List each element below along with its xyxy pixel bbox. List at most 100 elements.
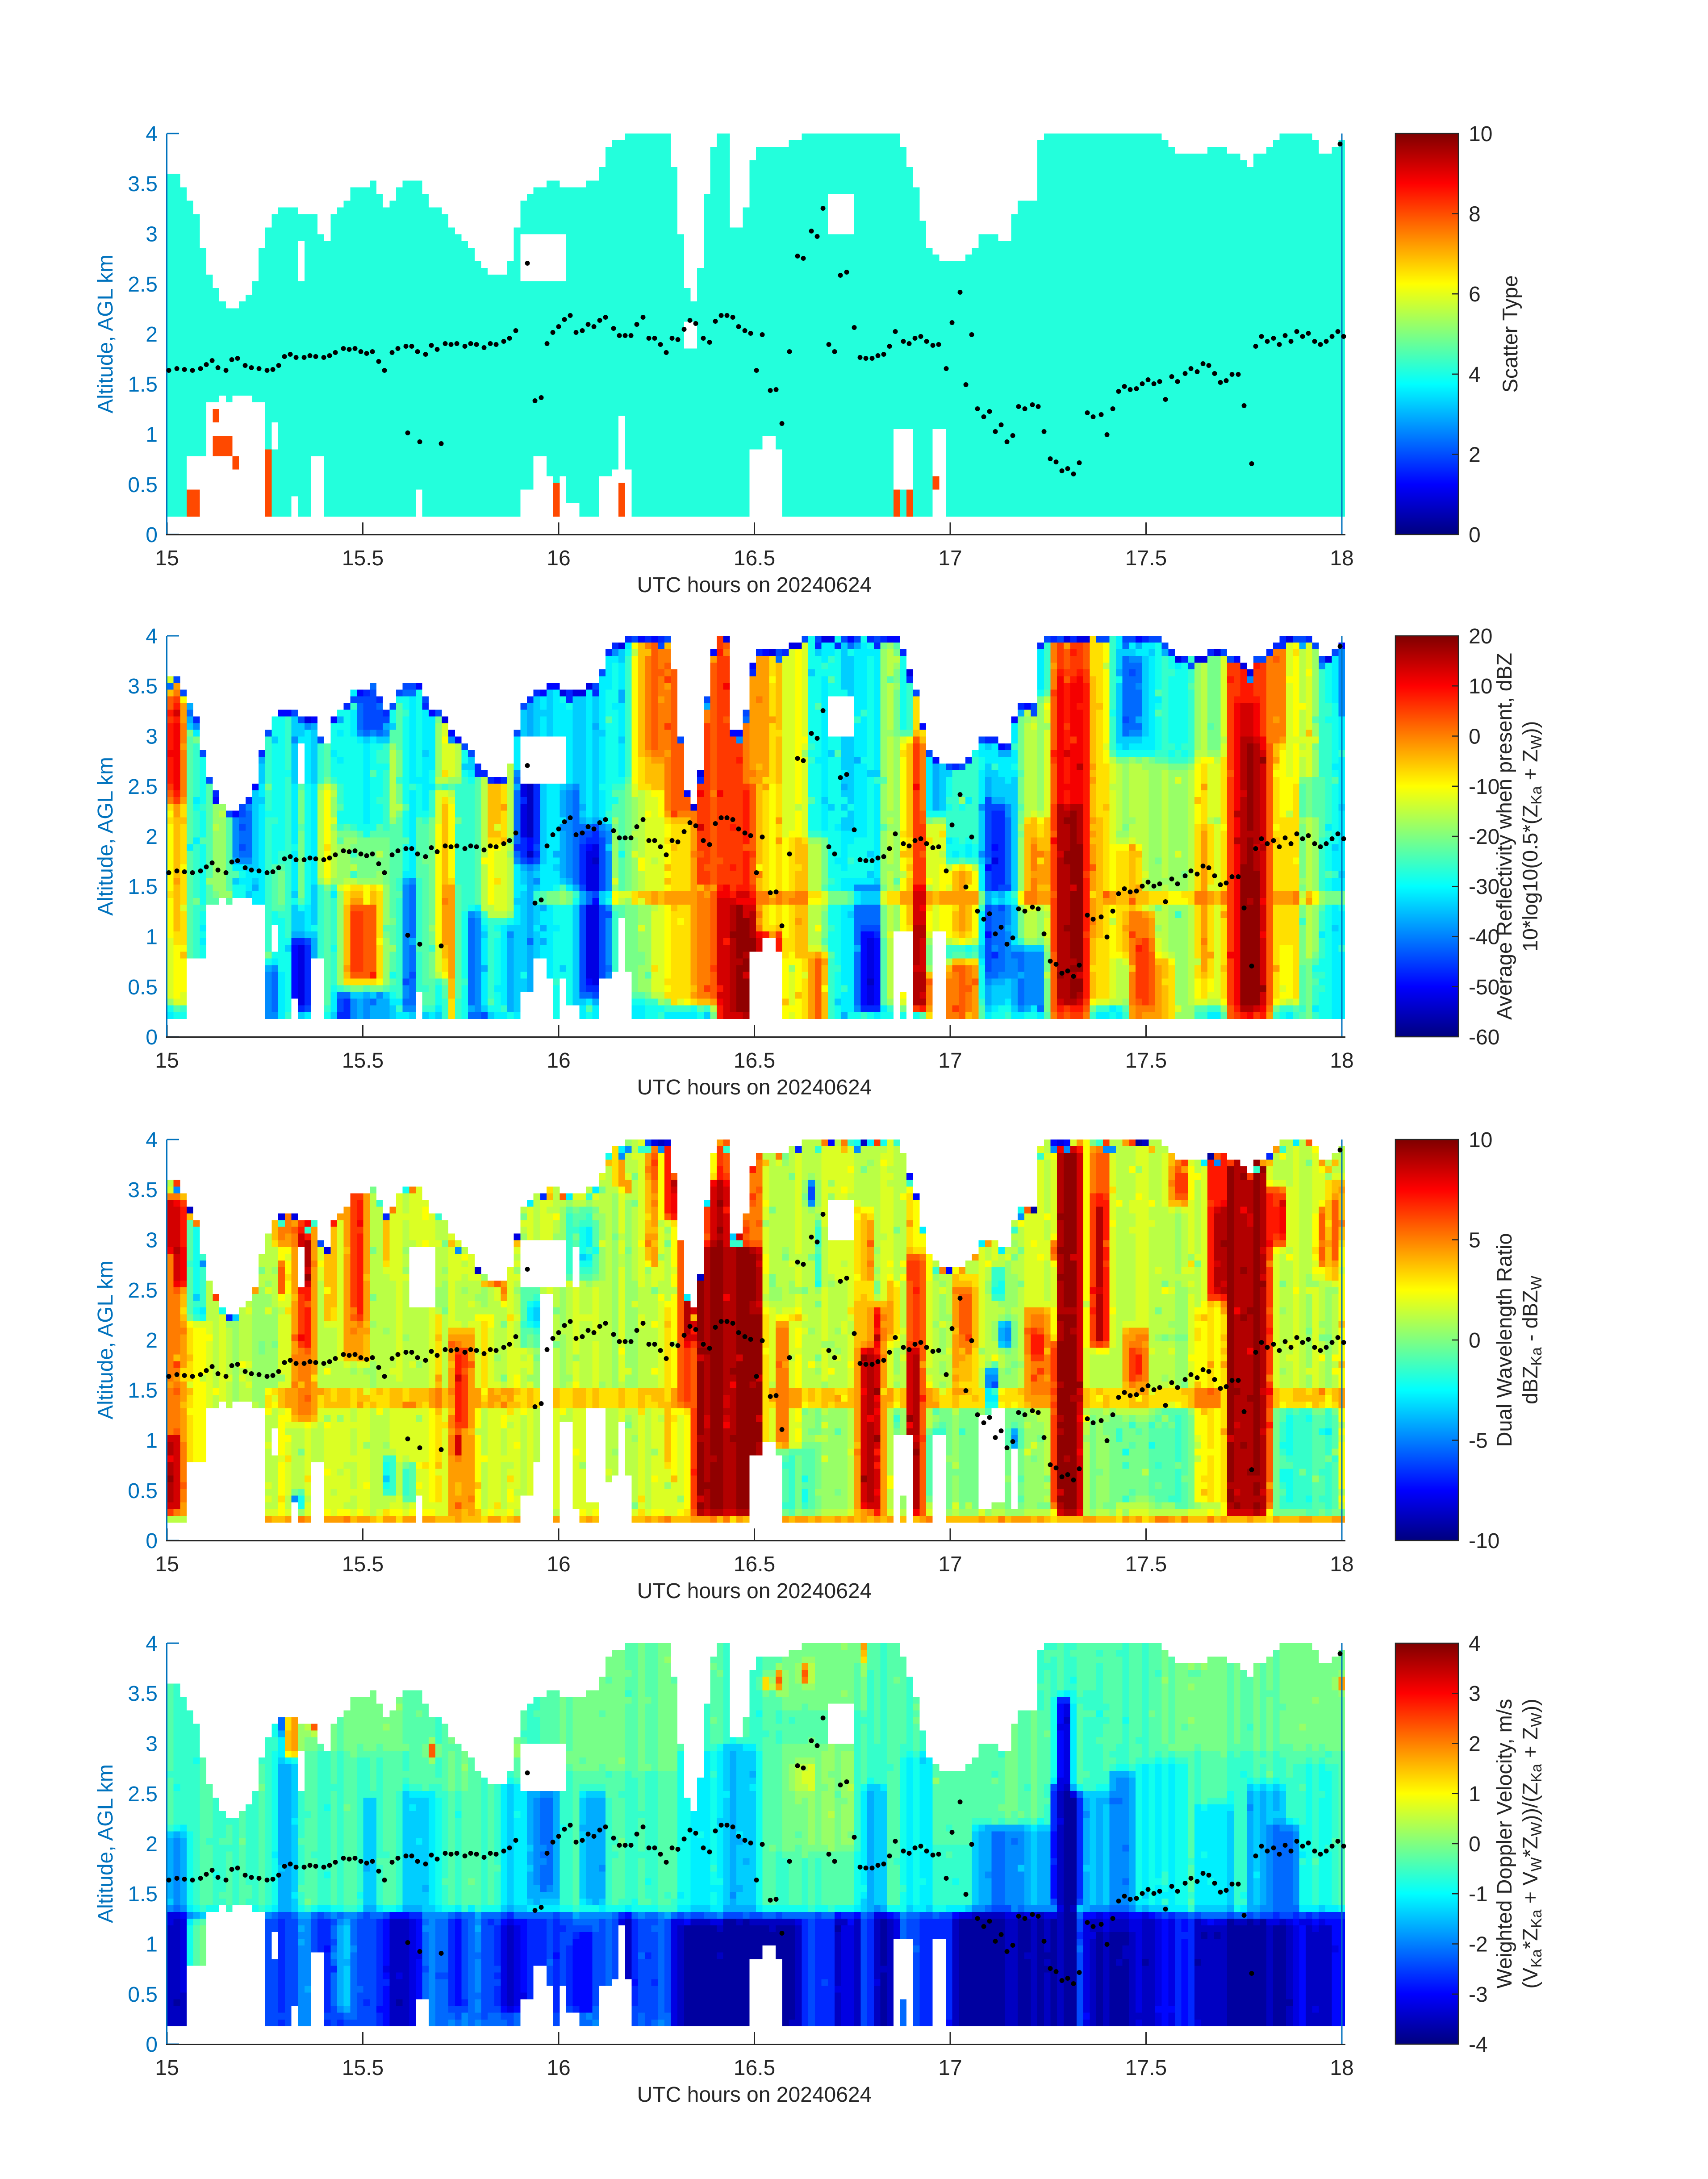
svg-text:Scatter Type: Scatter Type xyxy=(1498,276,1522,393)
svg-text:-30: -30 xyxy=(1469,875,1499,899)
svg-text:UTC hours on 20240624: UTC hours on 20240624 xyxy=(637,1579,872,1603)
svg-text:4: 4 xyxy=(146,122,158,146)
svg-text:0.5: 0.5 xyxy=(128,473,158,497)
svg-text:16.5: 16.5 xyxy=(734,1049,775,1073)
svg-text:2: 2 xyxy=(146,1329,158,1352)
svg-text:0: 0 xyxy=(1469,725,1481,749)
svg-text:3: 3 xyxy=(146,1732,158,1756)
svg-text:15.5: 15.5 xyxy=(342,1553,384,1576)
svg-text:3.5: 3.5 xyxy=(128,675,158,698)
svg-text:5: 5 xyxy=(1469,1229,1481,1252)
svg-text:15.5: 15.5 xyxy=(342,547,384,570)
svg-text:-20: -20 xyxy=(1469,825,1499,849)
svg-text:3.5: 3.5 xyxy=(128,172,158,196)
svg-text:3.5: 3.5 xyxy=(128,1682,158,1706)
svg-text:(VKa​*ZKa​ + VW​*ZW​))/(ZKa​ +: (VKa​*ZKa​ + VW​*ZW​))/(ZKa​ + ZW​)) xyxy=(1518,1699,1545,1988)
svg-text:15: 15 xyxy=(155,1049,179,1073)
svg-text:18: 18 xyxy=(1330,547,1353,570)
svg-text:16: 16 xyxy=(547,1049,570,1073)
svg-text:17.5: 17.5 xyxy=(1125,1049,1167,1073)
svg-text:4: 4 xyxy=(1469,1632,1481,1656)
svg-text:dBZKa​ - dBZW​: dBZKa​ - dBZW​ xyxy=(1518,1276,1545,1404)
svg-text:10: 10 xyxy=(1469,675,1492,698)
svg-text:16.5: 16.5 xyxy=(734,547,775,570)
svg-text:10*log10(0.5*(ZKa​ + ZW​)): 10*log10(0.5*(ZKa​ + ZW​)) xyxy=(1518,721,1545,952)
svg-text:6: 6 xyxy=(1469,283,1481,306)
svg-text:2: 2 xyxy=(1469,1732,1481,1756)
svg-text:0: 0 xyxy=(146,1529,158,1553)
svg-text:3.5: 3.5 xyxy=(128,1178,158,1202)
svg-text:10: 10 xyxy=(1469,122,1492,146)
svg-text:4: 4 xyxy=(146,625,158,648)
svg-text:17.5: 17.5 xyxy=(1125,2056,1167,2080)
svg-text:3: 3 xyxy=(1469,1682,1481,1706)
svg-text:8: 8 xyxy=(1469,203,1481,226)
svg-text:2: 2 xyxy=(146,1833,158,1856)
svg-text:-5: -5 xyxy=(1469,1429,1488,1453)
svg-text:0: 0 xyxy=(146,2033,158,2057)
svg-text:15: 15 xyxy=(155,2056,179,2080)
svg-text:-10: -10 xyxy=(1469,775,1499,799)
svg-text:17: 17 xyxy=(938,1049,962,1073)
svg-text:0.5: 0.5 xyxy=(128,1479,158,1503)
svg-text:0: 0 xyxy=(146,523,158,547)
svg-text:1.5: 1.5 xyxy=(128,373,158,397)
svg-text:16: 16 xyxy=(547,547,570,570)
svg-text:4: 4 xyxy=(146,1632,158,1656)
svg-text:20: 20 xyxy=(1469,625,1492,648)
svg-text:0: 0 xyxy=(1469,1329,1481,1352)
svg-text:1: 1 xyxy=(146,423,158,447)
svg-text:17: 17 xyxy=(938,1553,962,1576)
svg-text:1: 1 xyxy=(146,926,158,949)
svg-text:15: 15 xyxy=(155,547,179,570)
svg-text:Dual Wavelength Ratio: Dual Wavelength Ratio xyxy=(1492,1233,1516,1447)
svg-text:17.5: 17.5 xyxy=(1125,547,1167,570)
svg-text:17.5: 17.5 xyxy=(1125,1553,1167,1576)
svg-text:1: 1 xyxy=(1469,1782,1481,1806)
svg-text:1.5: 1.5 xyxy=(128,1379,158,1403)
svg-text:0: 0 xyxy=(1469,1833,1481,1856)
svg-text:2.5: 2.5 xyxy=(128,1279,158,1302)
svg-text:Altitude, AGL km: Altitude, AGL km xyxy=(94,255,117,413)
svg-text:-60: -60 xyxy=(1469,1026,1499,1049)
svg-text:UTC hours on 20240624: UTC hours on 20240624 xyxy=(637,1076,872,1099)
svg-text:16.5: 16.5 xyxy=(734,2056,775,2080)
svg-text:Altitude, AGL km: Altitude, AGL km xyxy=(94,1261,117,1419)
svg-text:16.5: 16.5 xyxy=(734,1553,775,1576)
svg-text:0.5: 0.5 xyxy=(128,976,158,999)
svg-text:2.5: 2.5 xyxy=(128,775,158,799)
svg-text:-4: -4 xyxy=(1469,2033,1488,2057)
svg-text:1.5: 1.5 xyxy=(128,1883,158,1906)
svg-text:4: 4 xyxy=(146,1128,158,1152)
svg-text:4: 4 xyxy=(1469,363,1481,387)
svg-text:18: 18 xyxy=(1330,1049,1353,1073)
svg-text:10: 10 xyxy=(1469,1128,1492,1152)
svg-text:0: 0 xyxy=(146,1026,158,1049)
svg-text:-40: -40 xyxy=(1469,926,1499,949)
svg-text:2: 2 xyxy=(146,323,158,346)
svg-text:Weighted Doppler Velocity, m/s: Weighted Doppler Velocity, m/s xyxy=(1492,1699,1516,1989)
svg-text:2.5: 2.5 xyxy=(128,273,158,296)
svg-text:16: 16 xyxy=(547,2056,570,2080)
svg-text:1: 1 xyxy=(146,1429,158,1453)
svg-text:-10: -10 xyxy=(1469,1529,1499,1553)
svg-text:2: 2 xyxy=(1469,443,1481,467)
svg-text:-2: -2 xyxy=(1469,1933,1488,1957)
svg-text:16: 16 xyxy=(547,1553,570,1576)
svg-text:17: 17 xyxy=(938,547,962,570)
svg-text:-3: -3 xyxy=(1469,1983,1488,2007)
svg-text:15.5: 15.5 xyxy=(342,1049,384,1073)
svg-text:Altitude, AGL km: Altitude, AGL km xyxy=(94,757,117,916)
svg-text:3: 3 xyxy=(146,223,158,246)
svg-text:2: 2 xyxy=(146,825,158,849)
svg-text:3: 3 xyxy=(146,725,158,749)
svg-text:-50: -50 xyxy=(1469,976,1499,999)
svg-text:18: 18 xyxy=(1330,2056,1353,2080)
svg-text:1.5: 1.5 xyxy=(128,875,158,899)
svg-text:0: 0 xyxy=(1469,523,1481,547)
svg-text:Altitude, AGL km: Altitude, AGL km xyxy=(94,1764,117,1923)
svg-text:-1: -1 xyxy=(1469,1883,1488,1906)
svg-text:2.5: 2.5 xyxy=(128,1782,158,1806)
svg-text:18: 18 xyxy=(1330,1553,1353,1576)
svg-text:15: 15 xyxy=(155,1553,179,1576)
